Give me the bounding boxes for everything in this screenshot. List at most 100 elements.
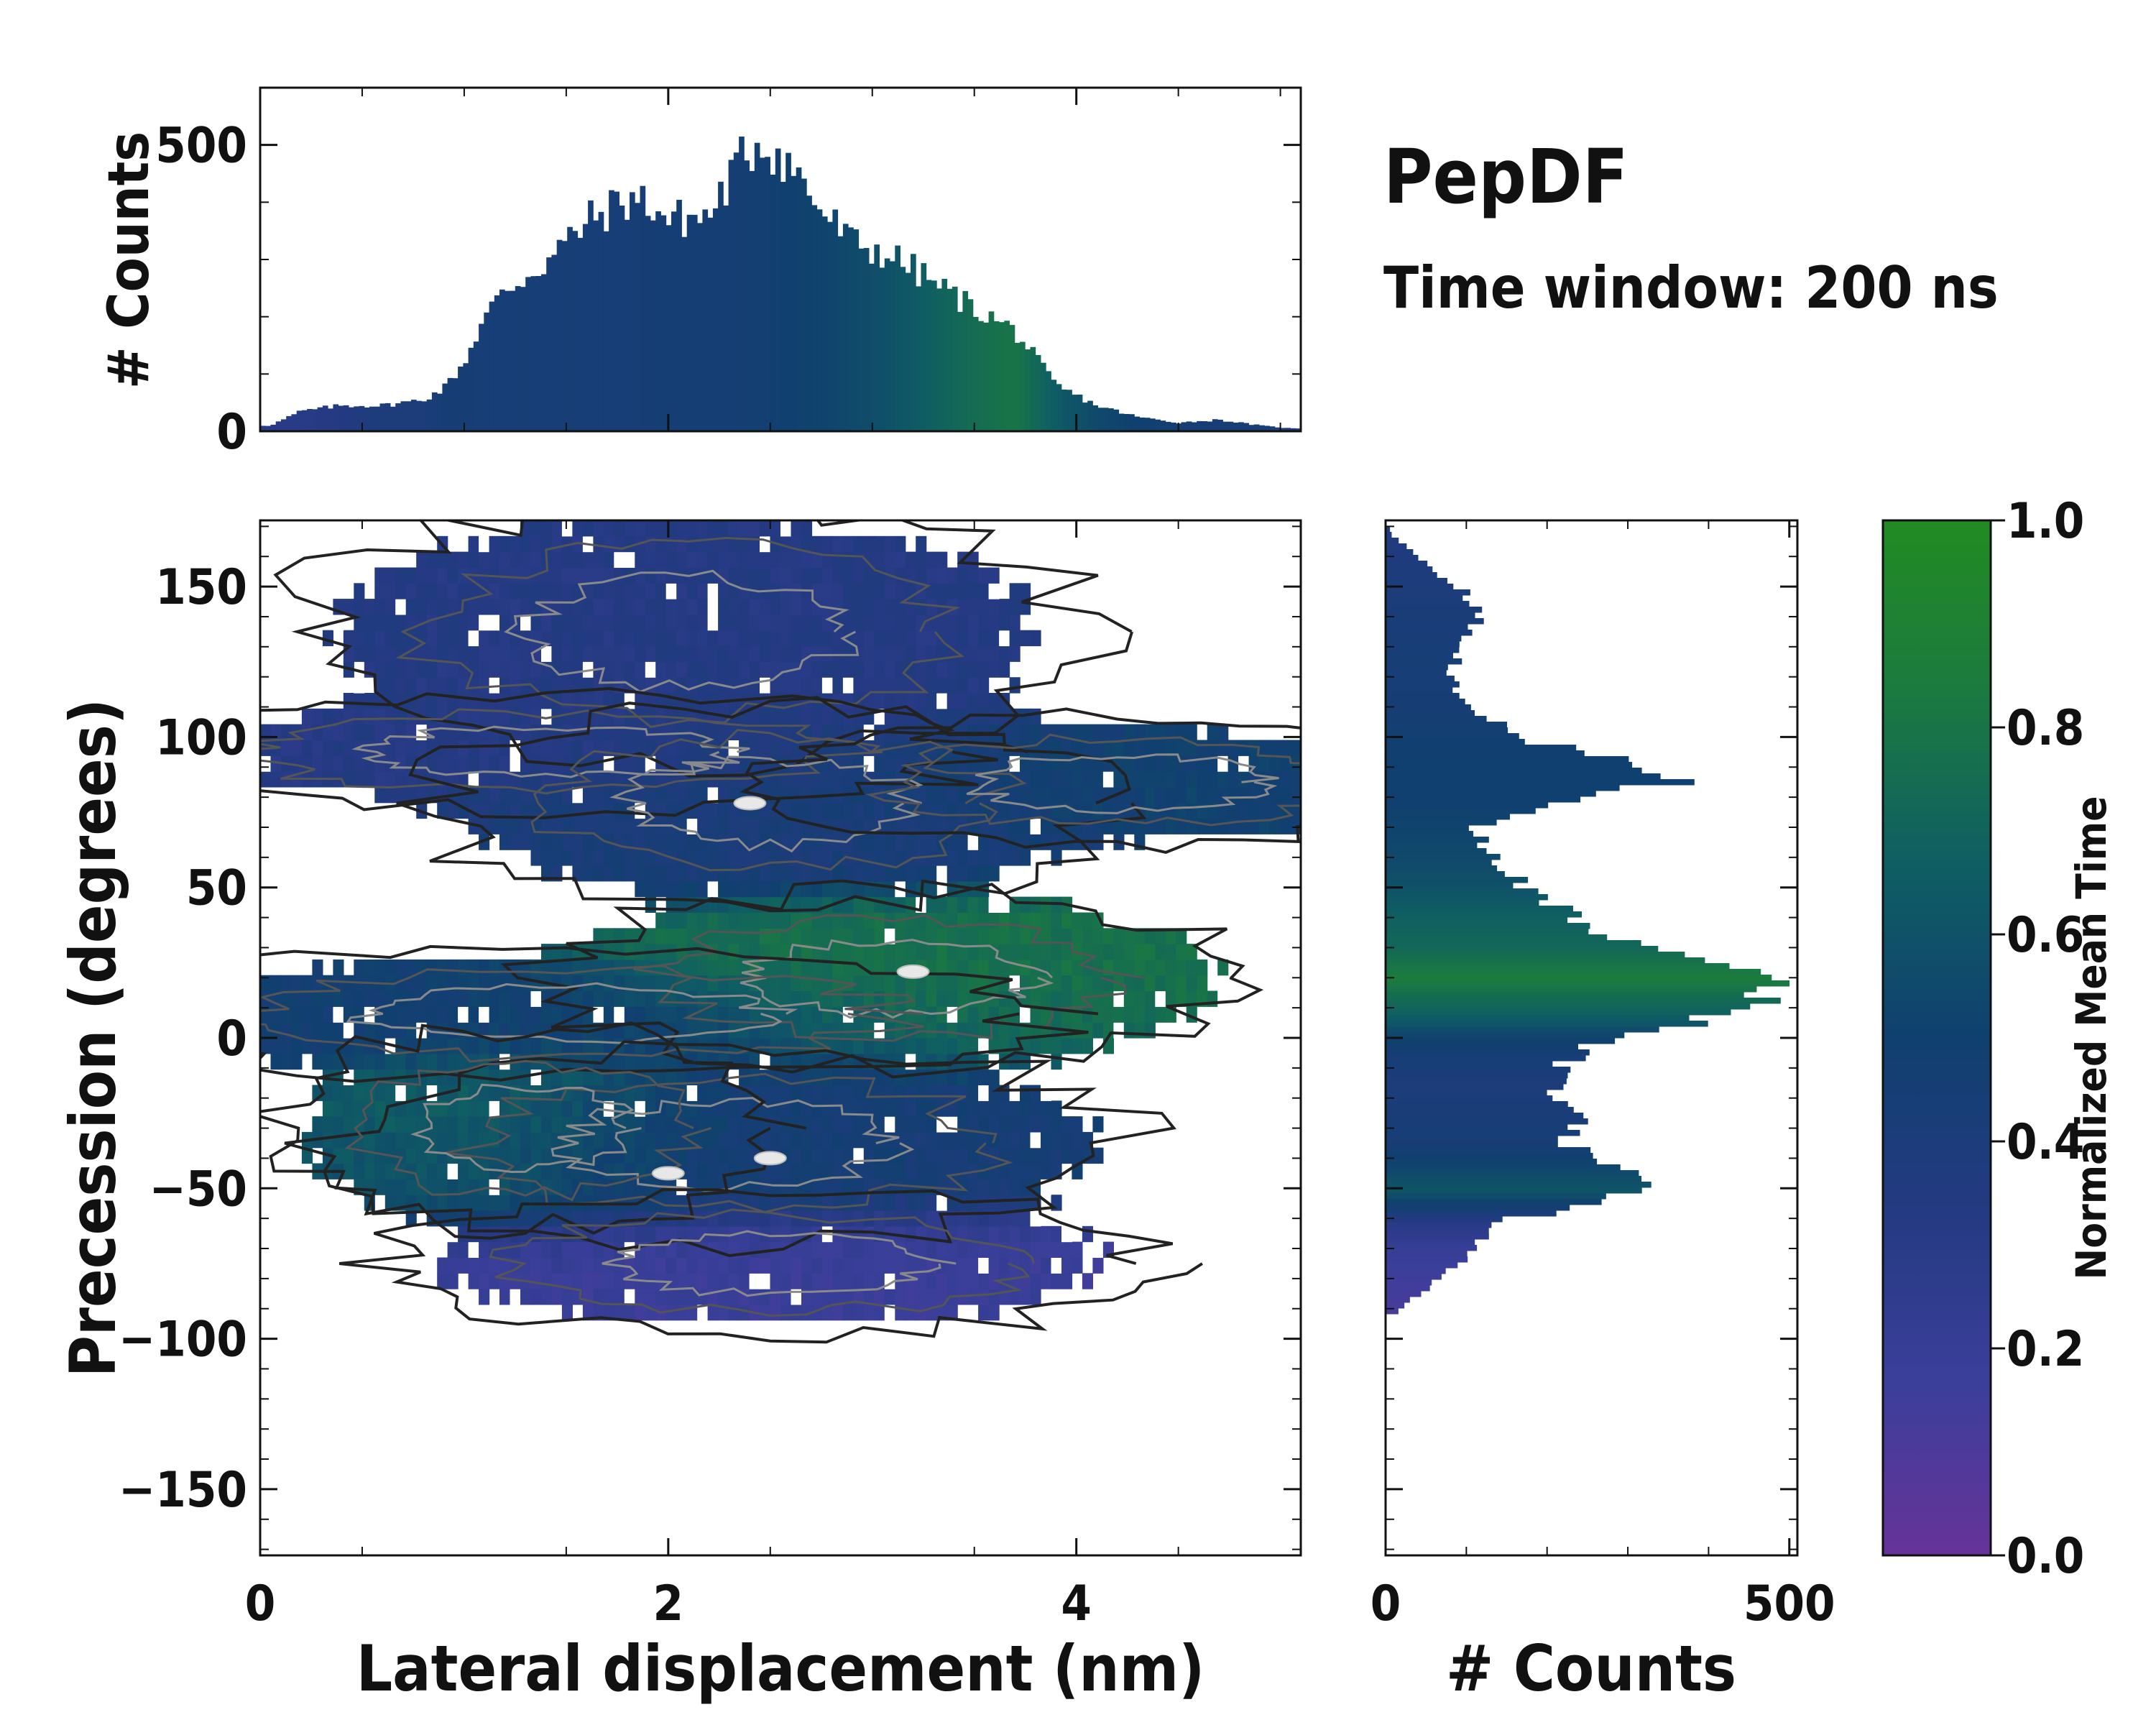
- heatmap-cell: [364, 1100, 375, 1117]
- top-histogram-bar: [1051, 380, 1057, 431]
- heatmap-cell: [333, 959, 344, 976]
- heatmap-cell: [665, 567, 677, 584]
- y-tick-label: 100: [155, 709, 247, 766]
- heatmap-cell: [520, 990, 532, 1007]
- heatmap-cell: [1072, 1241, 1083, 1258]
- heatmap-cell: [437, 661, 448, 678]
- heatmap-cell: [624, 599, 635, 615]
- right-histogram-bar: [1386, 785, 1620, 791]
- heatmap-cell: [770, 1038, 781, 1054]
- right-histogram-bar: [1386, 1279, 1432, 1286]
- heatmap-cell: [749, 677, 760, 694]
- heatmap-cell: [916, 535, 927, 553]
- heatmap-cell: [905, 1038, 916, 1054]
- heatmap-cell: [655, 1038, 667, 1054]
- top-histogram-bar: [301, 410, 308, 431]
- heatmap-cell: [530, 1116, 542, 1133]
- top-histogram-bar: [343, 405, 349, 431]
- heatmap-cell: [718, 928, 729, 944]
- heatmap-cell: [811, 865, 823, 882]
- heatmap-cell: [354, 1147, 365, 1164]
- heatmap-cell: [551, 614, 563, 631]
- heatmap-cell: [884, 880, 895, 898]
- heatmap-cell: [832, 677, 844, 694]
- heatmap-cell: [697, 614, 709, 631]
- heatmap-cell: [1280, 818, 1291, 834]
- y-tick-label: 0: [216, 1011, 247, 1067]
- heatmap-cell: [874, 677, 885, 694]
- heatmap-cell: [1041, 1006, 1052, 1023]
- top-histogram-bar: [1123, 414, 1130, 431]
- heatmap-cell: [978, 1195, 990, 1211]
- heatmap-cell: [645, 1289, 656, 1305]
- heatmap-cell: [541, 645, 553, 662]
- heatmap-cell: [760, 551, 771, 568]
- heatmap-cell: [530, 740, 542, 756]
- heatmap-cell: [978, 1147, 990, 1164]
- right-histogram-bar: [1386, 624, 1468, 630]
- heatmap-cell: [510, 583, 521, 599]
- heatmap-cell: [343, 1100, 354, 1117]
- heatmap-cell: [999, 1131, 1010, 1149]
- heatmap-cell: [957, 693, 969, 709]
- heatmap-cell: [863, 944, 875, 960]
- heatmap-cell: [967, 1100, 979, 1117]
- heatmap-cell: [697, 1116, 709, 1133]
- heatmap-cell: [1165, 818, 1176, 834]
- heatmap-cell: [572, 567, 584, 584]
- heatmap-cell: [499, 645, 511, 662]
- top-y-tick-label: 500: [155, 118, 247, 175]
- heatmap-cell: [270, 1038, 282, 1054]
- heatmap-cell: [728, 880, 740, 898]
- heatmap-cell: [426, 583, 438, 599]
- top-histogram-bar: [978, 321, 984, 431]
- heatmap-cell: [447, 1006, 459, 1023]
- heatmap-cell: [842, 551, 854, 568]
- right-histogram-bar: [1386, 1210, 1557, 1217]
- heatmap-cell: [541, 1116, 553, 1133]
- heatmap-cell: [686, 1085, 698, 1101]
- heatmap-cell: [946, 912, 958, 929]
- top-histogram-bar: [1253, 424, 1260, 431]
- heatmap-cell: [946, 1304, 958, 1321]
- heatmap-cell: [853, 802, 865, 819]
- heatmap-cell: [479, 1116, 490, 1133]
- heatmap-cell: [707, 1131, 719, 1149]
- heatmap-cell: [437, 724, 448, 740]
- heatmap-cell: [416, 1147, 428, 1164]
- heatmap-cell: [479, 1085, 490, 1101]
- heatmap-cell: [541, 802, 553, 819]
- top-histogram-bar: [1056, 384, 1062, 431]
- heatmap-cell: [999, 928, 1010, 944]
- heatmap-cell: [479, 990, 490, 1007]
- heatmap-cell: [447, 1116, 459, 1133]
- right-histogram-bar: [1386, 802, 1549, 809]
- heatmap-cell: [811, 1085, 823, 1101]
- heatmap-cell: [926, 850, 937, 866]
- heatmap-cell: [895, 975, 906, 992]
- heatmap-cell: [426, 551, 438, 568]
- heatmap-cell: [853, 583, 865, 599]
- heatmap-cell: [791, 1038, 802, 1054]
- top-histogram-bar: [1046, 371, 1051, 431]
- heatmap-cell: [1030, 1241, 1041, 1258]
- heatmap-cell: [1020, 1273, 1031, 1289]
- heatmap-cell: [707, 850, 719, 866]
- heatmap-cell: [967, 677, 979, 694]
- heatmap-cell: [874, 912, 885, 929]
- heatmap-cell: [1009, 614, 1021, 631]
- heatmap-cell: [967, 1116, 979, 1133]
- heatmap-cell: [676, 834, 688, 850]
- heatmap-cell: [343, 771, 354, 788]
- heatmap-cell: [999, 1179, 1010, 1195]
- heatmap-cell: [926, 928, 937, 944]
- heatmap-cell: [905, 1289, 916, 1305]
- heatmap-cell: [1072, 724, 1083, 740]
- right-histogram-bar: [1386, 1055, 1586, 1062]
- heatmap-cell: [624, 1038, 635, 1054]
- heatmap-cell: [1134, 724, 1146, 740]
- heatmap-cell: [895, 567, 906, 584]
- top-histogram-bar: [484, 312, 489, 431]
